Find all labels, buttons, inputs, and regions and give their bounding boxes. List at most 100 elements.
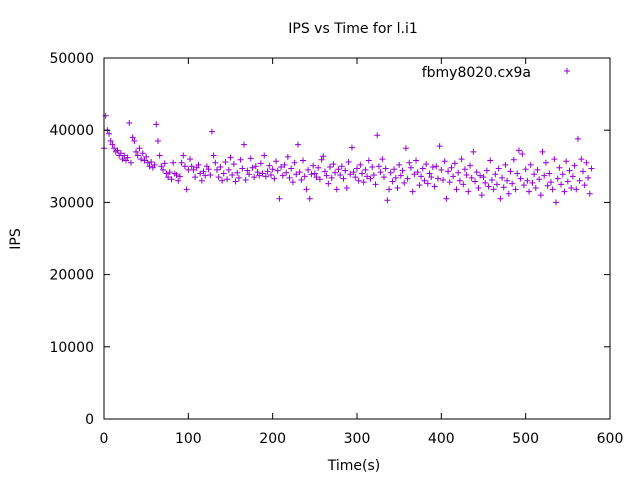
data-point-0-246 [515, 147, 522, 154]
data-point-0-66 [212, 159, 219, 166]
data-point-0-229 [487, 157, 494, 164]
data-point-0-150 [354, 165, 360, 172]
data-point-0-235 [497, 195, 504, 202]
data-point-0-6 [111, 145, 118, 152]
data-point-0-38 [165, 174, 172, 181]
data-point-0-25 [143, 153, 150, 160]
data-point-0-153 [359, 170, 366, 177]
data-point-0-35 [160, 166, 167, 173]
data-point-0-21 [136, 145, 143, 152]
data-point-0-219 [470, 148, 477, 155]
data-point-0-155 [362, 166, 369, 173]
data-point-0-265 [547, 179, 554, 186]
legend-entry-label: fbmy8020.cx9a [422, 65, 531, 81]
data-point-0-27 [146, 163, 153, 170]
data-point-0-181 [406, 159, 413, 166]
data-point-0-33 [156, 152, 163, 159]
data-point-0-231 [490, 186, 497, 193]
data-point-0-275 [564, 178, 571, 185]
data-point-0-11 [119, 156, 126, 163]
data-point-0-146 [347, 171, 354, 178]
data-point-0-23 [139, 150, 146, 157]
data-point-0-14 [124, 154, 131, 161]
x-tick-label-5: 500 [512, 431, 539, 447]
data-point-0-105 [278, 164, 285, 171]
data-point-0-50 [185, 166, 192, 173]
data-point-0-193 [426, 170, 433, 177]
x-tick-label-0: 0 [100, 431, 109, 447]
data-point-0-84 [242, 177, 249, 184]
y-tick-label-4: 40000 [49, 123, 94, 139]
data-point-0-77 [230, 161, 237, 168]
data-point-0-69 [217, 164, 224, 171]
data-point-0-78 [232, 178, 239, 185]
data-point-0-206 [448, 164, 455, 171]
data-point-0-202 [441, 158, 448, 165]
x-tick-label-2: 200 [259, 431, 286, 447]
data-point-0-278 [569, 173, 576, 180]
data-point-0-204 [445, 168, 452, 175]
data-point-0-107 [281, 161, 288, 168]
data-point-0-247 [517, 175, 524, 182]
data-point-0-20 [134, 152, 141, 159]
data-point-0-253 [527, 161, 534, 168]
data-point-0-110 [286, 174, 293, 181]
data-point-0-203 [443, 195, 450, 202]
data-point-0-232 [492, 171, 499, 178]
data-point-0-103 [274, 167, 281, 174]
legend-marker-icon [564, 68, 570, 74]
data-point-0-54 [192, 174, 199, 181]
data-point-0-222 [475, 184, 482, 191]
data-point-0-234 [495, 165, 502, 172]
data-point-0-244 [512, 186, 519, 193]
data-point-0-98 [266, 162, 273, 169]
data-point-0-177 [399, 167, 406, 174]
data-point-0-126 [313, 174, 320, 181]
data-point-0-88 [249, 164, 256, 171]
data-point-0-288 [586, 190, 593, 197]
data-point-0-249 [520, 182, 527, 189]
data-point-0-178 [401, 179, 408, 186]
data-point-0-60 [202, 172, 209, 179]
data-point-0-149 [352, 174, 359, 181]
data-point-0-220 [472, 178, 479, 185]
data-point-0-259 [537, 192, 544, 199]
data-point-0-237 [500, 184, 507, 191]
data-point-0-289 [588, 165, 595, 172]
data-point-0-34 [158, 163, 165, 170]
data-point-0-74 [225, 166, 232, 173]
data-point-0-285 [581, 182, 588, 189]
data-point-0-15 [126, 119, 133, 126]
data-point-0-286 [583, 159, 590, 166]
data-point-0-8 [114, 147, 121, 154]
data-point-0-255 [531, 171, 538, 178]
data-point-0-168 [384, 197, 391, 204]
data-point-0-263 [544, 182, 551, 189]
data-point-0-224 [478, 192, 485, 199]
data-point-0-188 [418, 173, 425, 180]
data-point-0-22 [138, 156, 145, 163]
data-point-0-214 [461, 166, 468, 173]
data-point-0-162 [374, 132, 381, 139]
data-point-0-160 [370, 171, 377, 178]
data-point-0-142 [340, 175, 347, 182]
axis-ticks: 0 100 200 300 400 500 600 0 10000 20000 30000 40000… [49, 51, 623, 447]
data-point-0-143 [342, 167, 349, 174]
data-point-0-91 [254, 169, 261, 176]
data-point-0-154 [360, 179, 367, 186]
y-tick-label-2: 20000 [49, 268, 94, 284]
data-point-0-243 [510, 156, 517, 163]
data-point-0-145 [345, 158, 352, 165]
data-point-0-218 [468, 174, 475, 181]
data-point-0-122 [306, 195, 313, 202]
data-point-0-201 [440, 177, 447, 184]
data-point-0-65 [210, 152, 217, 159]
data-point-0-238 [502, 161, 509, 168]
data-point-0-57 [197, 170, 204, 177]
data-point-0-163 [375, 163, 382, 170]
data-point-0-131 [321, 168, 328, 175]
data-point-0-187 [416, 182, 423, 189]
data-point-0-90 [252, 163, 259, 170]
data-point-0-228 [485, 183, 492, 190]
data-point-0-139 [335, 166, 342, 173]
